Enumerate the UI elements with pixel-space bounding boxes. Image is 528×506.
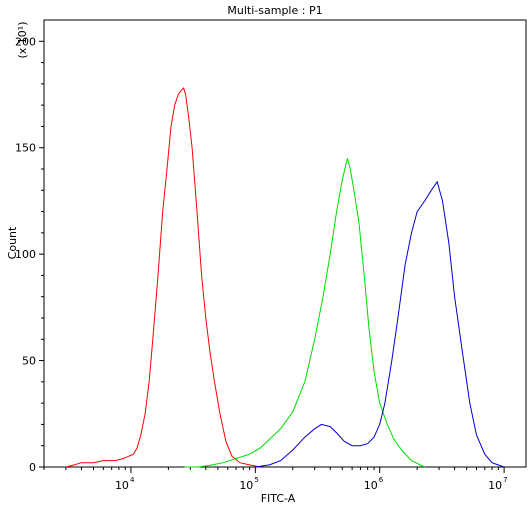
x-tick-exponent: 5: [254, 476, 258, 484]
chart-title: Multi-sample : P1: [227, 4, 322, 17]
x-axis-label: FITC-A: [261, 492, 296, 505]
histogram-series-2: [184, 158, 425, 468]
y-scale-note: (x 10¹): [16, 22, 29, 59]
y-tick-label: 0: [29, 461, 36, 474]
series-layer: [65, 87, 505, 468]
plot-frame: [43, 19, 527, 468]
x-tick-label: 10: [364, 479, 378, 492]
histogram-series-3: [255, 180, 505, 468]
x-tick-exponent: 6: [379, 476, 384, 484]
x-axis-ticks: 10 4 10 5 10 6 10 7: [43, 467, 508, 492]
y-tick-label: 150: [15, 142, 36, 155]
y-axis-ticks: 0 50 100 150 200: [15, 35, 44, 474]
y-tick-label: 50: [22, 355, 36, 368]
y-tick-label: 100: [15, 248, 36, 261]
histogram-series-1: [65, 87, 261, 468]
x-tick-exponent: 4: [130, 476, 135, 484]
y-tick-label: 200: [15, 35, 36, 48]
x-tick-exponent: 7: [503, 476, 507, 484]
y-axis-label: Count: [6, 226, 19, 259]
x-tick-label: 10: [115, 479, 129, 492]
x-tick-label: 10: [488, 479, 502, 492]
x-tick-label: 10: [239, 479, 253, 492]
